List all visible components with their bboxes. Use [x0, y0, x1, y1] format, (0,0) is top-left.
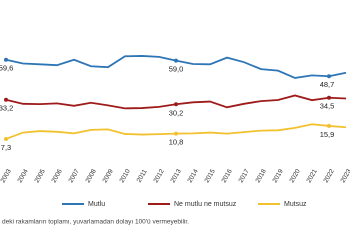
x-tick-label: 2012: [153, 168, 166, 184]
x-tick-label: 2023: [340, 168, 350, 184]
x-tick-label: 2007: [68, 168, 81, 184]
point-marker: [4, 57, 8, 62]
legend-label: Mutsuz: [284, 201, 307, 208]
data-label: 34,5: [320, 102, 335, 111]
x-tick-label: 2006: [51, 168, 64, 184]
point-marker: [4, 97, 8, 102]
chart: deki rakamların toplamı, yuvarlamadan do…: [0, 55, 350, 226]
x-tick-label: 2011: [136, 168, 149, 184]
x-tick-label: 2022: [323, 168, 336, 184]
data-label: 59,6: [0, 64, 13, 73]
data-label: 30,2: [169, 108, 184, 117]
x-tick-label: 2019: [272, 168, 285, 184]
x-tick-label: 2003: [0, 168, 13, 184]
x-tick-label: 2013: [170, 168, 183, 184]
x-tick-label: 2020: [289, 168, 302, 184]
x-tick-label: 2010: [119, 168, 132, 184]
x-tick-label: 2009: [102, 168, 115, 184]
point-marker: [174, 102, 178, 107]
x-tick-label: 2015: [204, 168, 217, 184]
x-tick-label: 2016: [221, 168, 234, 184]
series-line: [5, 94, 347, 110]
x-tick-label: 2018: [255, 168, 268, 184]
footnote: deki rakamların toplamı, yuvarlamadan do…: [2, 219, 189, 226]
data-label: 48,7: [320, 80, 335, 89]
x-tick-label: 2005: [34, 168, 47, 184]
point-marker: [327, 95, 331, 100]
x-tick-label: 2004: [17, 168, 30, 184]
legend-label: Ne mutlu ne mutsuz: [174, 201, 237, 208]
point-marker: [327, 123, 331, 128]
data-label: 59,0: [169, 65, 184, 74]
data-label: 10,8: [169, 138, 184, 147]
legend-label: Mutlu: [88, 201, 105, 208]
data-label: 7,3: [1, 143, 11, 152]
x-tick-label: 2008: [85, 168, 98, 184]
data-label: 33,2: [0, 104, 13, 113]
x-tick-label: 2017: [238, 168, 251, 184]
point-marker: [4, 136, 8, 141]
point-marker: [174, 131, 178, 136]
point-marker: [174, 58, 178, 63]
x-tick-label: 2021: [306, 168, 319, 184]
x-tick-label: 2014: [187, 168, 200, 184]
point-marker: [327, 74, 331, 79]
data-label: 15,9: [320, 130, 335, 139]
